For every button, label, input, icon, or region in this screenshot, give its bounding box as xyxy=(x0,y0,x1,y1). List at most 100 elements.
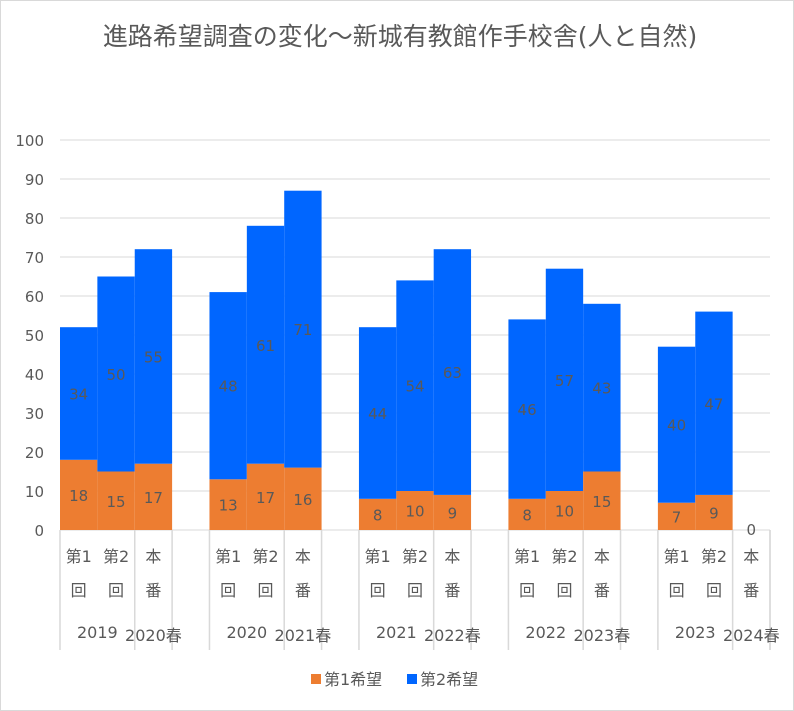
bar-1 xyxy=(396,491,434,530)
bar-1 xyxy=(284,467,322,530)
bar-1 xyxy=(358,498,397,530)
group-spring-label: 2020春 xyxy=(125,626,182,645)
bar-1 xyxy=(97,471,135,530)
y-tick-label: 40 xyxy=(25,366,44,384)
category-label: 第1 xyxy=(365,547,391,566)
bar-2 xyxy=(583,303,621,472)
legend-label-1: 第1希望 xyxy=(324,670,382,689)
category-label: 回 xyxy=(407,581,423,600)
data-label: 47 xyxy=(704,395,723,413)
category-label: 番 xyxy=(743,581,759,600)
bar-1 xyxy=(657,502,696,530)
chart-title: 進路希望調査の変化～新城有教館作手校舎(人と自然) xyxy=(102,22,698,51)
data-label: 43 xyxy=(592,380,611,398)
category-label: 第2 xyxy=(551,547,577,566)
bar-1 xyxy=(583,471,621,530)
category-label: 第2 xyxy=(701,547,727,566)
y-tick-label: 90 xyxy=(25,171,44,189)
bar-1 xyxy=(209,479,247,530)
y-tick-label: 70 xyxy=(25,249,44,267)
data-label: 48 xyxy=(219,378,238,396)
category-label: 番 xyxy=(444,581,460,600)
category-label: 第1 xyxy=(663,547,689,566)
data-label: 17 xyxy=(256,489,275,507)
category-label: 第1 xyxy=(66,547,92,566)
category-label: 回 xyxy=(71,581,87,600)
data-label: 7 xyxy=(672,508,682,526)
category-label: 第2 xyxy=(402,547,428,566)
bar-2 xyxy=(358,327,397,499)
category-label: 回 xyxy=(220,581,236,600)
bar-2 xyxy=(508,319,546,499)
bar-2 xyxy=(246,225,285,464)
bar-2 xyxy=(695,311,733,495)
bar-1 xyxy=(60,459,98,530)
category-label: 第2 xyxy=(103,547,129,566)
group-spring-label: 2024春 xyxy=(723,626,780,645)
data-label: 8 xyxy=(522,506,532,524)
y-tick-label: 80 xyxy=(25,210,44,228)
bar-2 xyxy=(134,249,173,464)
legend-swatch-1 xyxy=(311,674,321,684)
category-label: 回 xyxy=(669,581,685,600)
bar-1 xyxy=(508,498,546,530)
data-label: 50 xyxy=(107,366,126,384)
data-label: 17 xyxy=(144,489,163,507)
bar-2 xyxy=(396,280,434,491)
data-label: 63 xyxy=(443,364,462,382)
category-label: 番 xyxy=(594,581,610,600)
category-label: 本 xyxy=(594,547,610,566)
data-label: 0 xyxy=(747,521,757,539)
category-label: 第1 xyxy=(514,547,540,566)
bar-1 xyxy=(695,494,733,530)
category-label: 本 xyxy=(295,547,311,566)
category-label: 本 xyxy=(444,547,460,566)
group-year-label: 2022 xyxy=(525,623,566,642)
y-tick-label: 50 xyxy=(25,327,44,345)
bar-1 xyxy=(545,491,584,530)
data-label: 9 xyxy=(709,504,719,522)
category-label: 番 xyxy=(295,581,311,600)
data-label: 10 xyxy=(555,503,574,521)
y-tick-label: 0 xyxy=(34,522,44,540)
data-label: 15 xyxy=(592,493,611,511)
group-spring-label: 2023春 xyxy=(573,626,630,645)
y-tick-label: 30 xyxy=(25,405,44,423)
group-spring-label: 2022春 xyxy=(424,626,481,645)
data-label: 18 xyxy=(69,487,88,505)
legend-swatch-2 xyxy=(407,674,417,684)
legend-label-2: 第2希望 xyxy=(420,670,478,689)
data-label: 46 xyxy=(518,401,537,419)
data-label: 40 xyxy=(667,417,686,435)
data-label: 9 xyxy=(448,504,458,522)
category-label: 番 xyxy=(145,581,161,600)
category-label: 回 xyxy=(706,581,722,600)
y-tick-label: 100 xyxy=(15,132,44,150)
data-label: 34 xyxy=(69,386,88,404)
group-year-label: 2021 xyxy=(376,623,417,642)
data-label: 8 xyxy=(373,506,383,524)
data-label: 15 xyxy=(107,493,126,511)
category-label: 第1 xyxy=(215,547,241,566)
bar-2 xyxy=(433,249,472,495)
data-label: 54 xyxy=(405,378,424,396)
bar-1 xyxy=(134,463,173,530)
bar-2 xyxy=(657,346,696,503)
category-label: 回 xyxy=(370,581,386,600)
group-year-label: 2019 xyxy=(77,623,118,642)
bar-2 xyxy=(209,292,247,480)
group-year-label: 2023 xyxy=(675,623,716,642)
data-label: 57 xyxy=(555,372,574,390)
data-label: 55 xyxy=(144,348,163,366)
category-label: 回 xyxy=(108,581,124,600)
group-spring-label: 2021春 xyxy=(275,626,332,645)
data-label: 44 xyxy=(368,405,387,423)
category-label: 第2 xyxy=(252,547,278,566)
bar-1 xyxy=(246,463,285,530)
category-label: 本 xyxy=(743,547,759,566)
bar-1 xyxy=(433,494,472,530)
y-tick-label: 60 xyxy=(25,288,44,306)
data-label: 71 xyxy=(293,321,312,339)
data-label: 16 xyxy=(293,491,312,509)
